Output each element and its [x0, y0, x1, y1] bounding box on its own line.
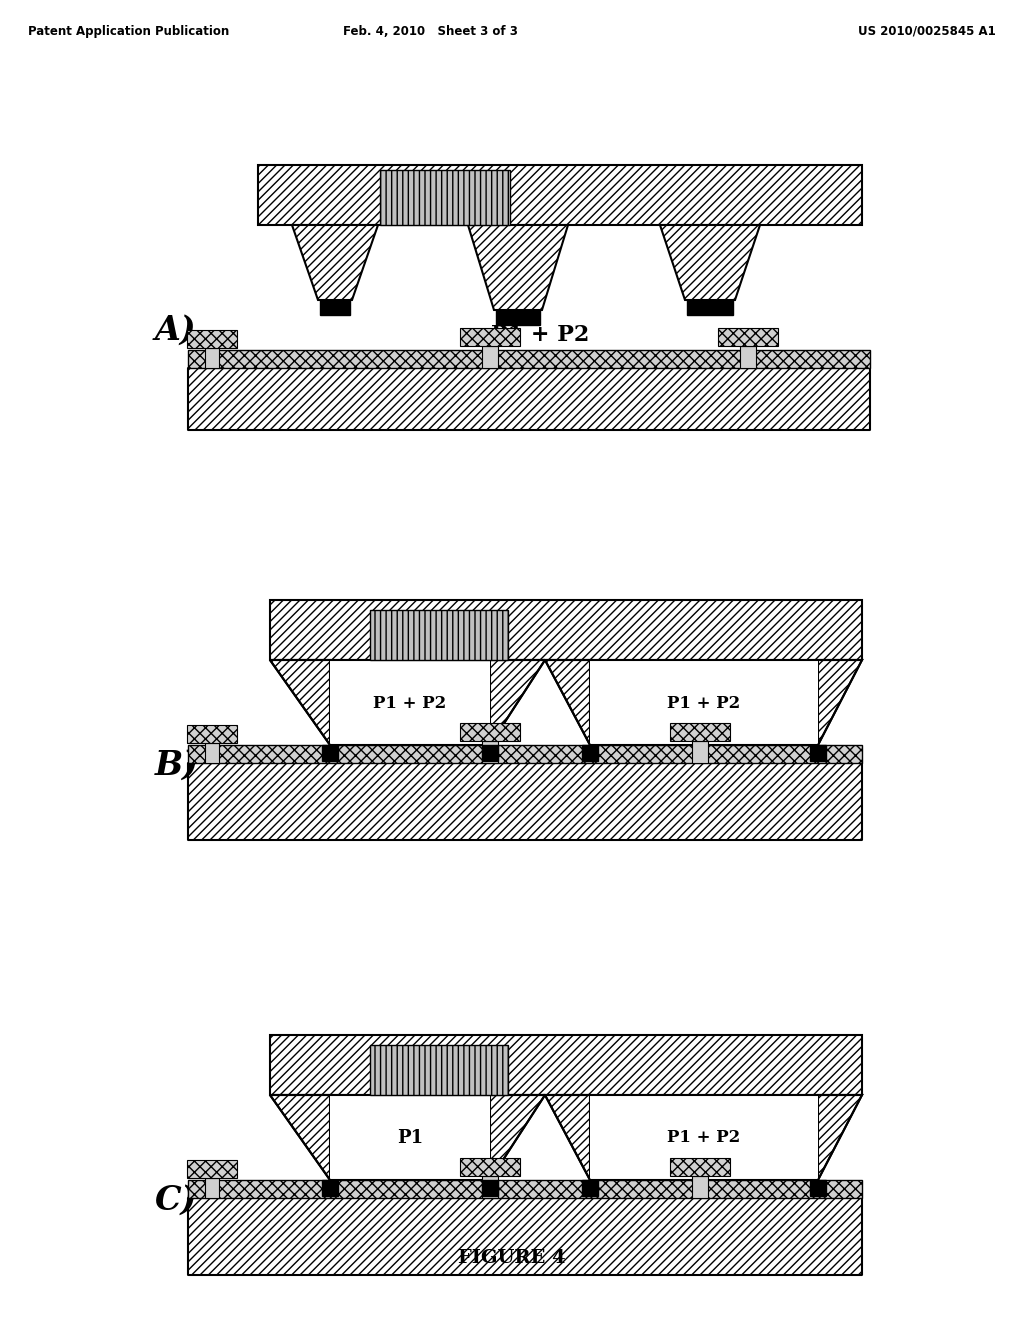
Bar [482, 744, 498, 762]
Polygon shape [490, 660, 545, 744]
Bar [205, 1177, 219, 1199]
Polygon shape [270, 1035, 862, 1096]
Bar [460, 1158, 520, 1176]
Text: P1 + P2: P1 + P2 [668, 1130, 740, 1147]
Text: Patent Application Publication: Patent Application Publication [28, 25, 229, 38]
Polygon shape [468, 224, 568, 310]
Text: P1 + P2: P1 + P2 [668, 694, 740, 711]
Bar [482, 346, 498, 368]
Bar [460, 723, 520, 741]
Bar [370, 610, 508, 660]
Polygon shape [545, 1096, 590, 1180]
Polygon shape [490, 1096, 545, 1180]
Polygon shape [270, 660, 330, 744]
Bar [718, 327, 778, 346]
Bar [205, 743, 219, 763]
Bar [319, 300, 350, 315]
Bar [496, 310, 540, 325]
Bar [188, 744, 862, 763]
Bar [187, 1160, 237, 1177]
Bar [187, 725, 237, 743]
Polygon shape [270, 601, 862, 660]
Polygon shape [590, 1096, 818, 1180]
Bar [810, 1180, 826, 1196]
Bar [188, 350, 870, 368]
Text: P1 + P2: P1 + P2 [490, 323, 589, 346]
Bar [670, 723, 730, 741]
Bar [582, 1180, 598, 1196]
Text: B): B) [155, 748, 199, 781]
Text: C): C) [155, 1184, 198, 1217]
Bar [322, 1180, 338, 1196]
Polygon shape [330, 660, 490, 744]
Text: A): A) [155, 314, 197, 346]
Bar [188, 1199, 862, 1275]
Bar [740, 346, 756, 368]
Bar [380, 170, 510, 224]
Bar [482, 1176, 498, 1199]
Polygon shape [545, 660, 590, 744]
Polygon shape [258, 165, 862, 224]
Bar [687, 300, 733, 315]
Bar [370, 1045, 508, 1096]
Bar [692, 741, 708, 763]
Bar [188, 1180, 862, 1199]
Bar [188, 368, 870, 430]
Bar [205, 348, 219, 368]
Bar [670, 1158, 730, 1176]
Polygon shape [270, 1096, 330, 1180]
Polygon shape [660, 224, 760, 300]
Bar [482, 1180, 498, 1196]
Bar [482, 741, 498, 763]
Polygon shape [818, 1096, 862, 1180]
Polygon shape [292, 224, 378, 300]
Bar [188, 763, 862, 840]
Text: P1: P1 [397, 1129, 423, 1147]
Text: US 2010/0025845 A1: US 2010/0025845 A1 [858, 25, 996, 38]
Bar [187, 330, 237, 348]
Bar [322, 744, 338, 762]
Text: Feb. 4, 2010   Sheet 3 of 3: Feb. 4, 2010 Sheet 3 of 3 [343, 25, 517, 38]
Bar [582, 744, 598, 762]
Polygon shape [330, 1096, 490, 1180]
Polygon shape [818, 660, 862, 744]
Text: FIGURE 4: FIGURE 4 [458, 1249, 566, 1267]
Text: P1 + P2: P1 + P2 [374, 694, 446, 711]
Polygon shape [590, 660, 818, 744]
Bar [692, 1176, 708, 1199]
Bar [810, 744, 826, 762]
Bar [460, 327, 520, 346]
